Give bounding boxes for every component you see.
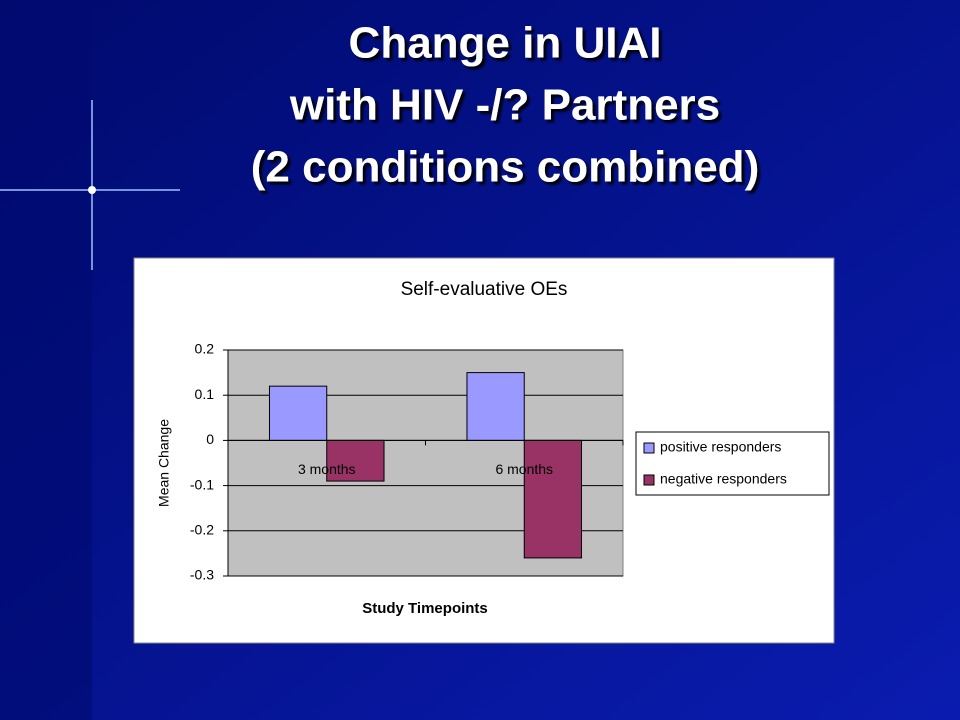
chart-title: Self-evaluative OEs [401,279,568,300]
y-axis-label: Mean Change [156,419,172,507]
y-tick-label: 0.1 [195,386,215,402]
slide-title: (2 conditions combined) [251,143,759,192]
y-tick-label: -0.2 [190,522,214,538]
left-band [0,0,92,720]
bar [466,372,525,441]
y-tick-label: 0 [206,431,214,447]
legend-swatch [643,474,655,486]
legend-swatch [643,442,655,454]
bar [268,385,328,441]
y-tick-label: -0.3 [190,567,214,583]
legend-label: negative responders [660,471,787,487]
legend-label: positive responders [660,439,781,455]
x-axis-label: Study Timepoints [362,600,488,617]
legend [635,431,830,496]
y-tick-label: -0.1 [190,476,214,492]
x-tick-label: 6 months [495,461,553,477]
y-tick-label: 0.2 [195,341,215,357]
bar [523,439,583,559]
slide-title: with HIV -/? Partners [289,81,720,130]
slide-title: Change in UIAI [349,19,662,68]
x-tick-label: 3 months [298,461,356,477]
sparkle [88,186,96,194]
